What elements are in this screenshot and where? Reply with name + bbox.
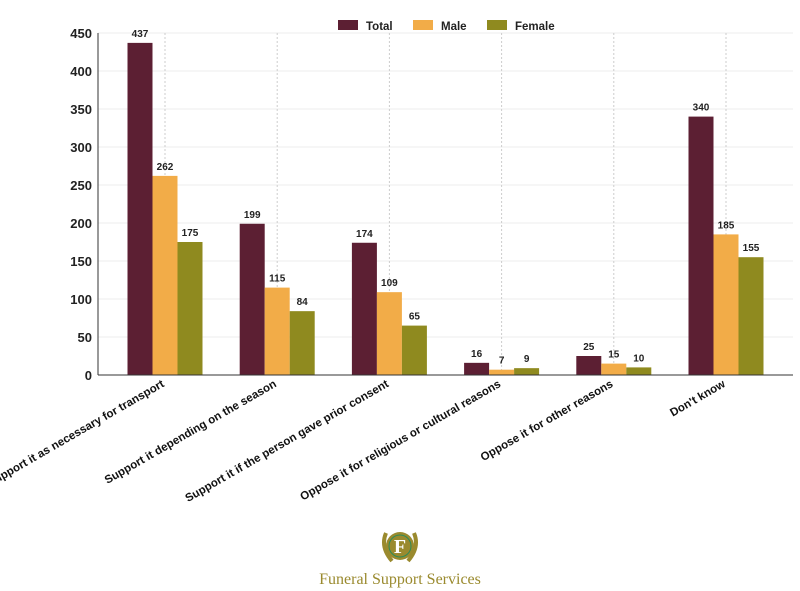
data-label: 155	[743, 243, 760, 254]
y-tick-label: 400	[70, 64, 92, 79]
bar-female	[177, 242, 203, 375]
data-label: 175	[182, 228, 199, 239]
data-label: 10	[633, 353, 645, 364]
y-tick-label: 0	[85, 368, 92, 383]
data-label: 437	[132, 29, 149, 40]
x-tick-label: Support it depending on the season	[103, 378, 279, 486]
legend-swatch-female	[487, 20, 507, 30]
data-label: 340	[693, 103, 710, 114]
y-tick-label: 150	[70, 254, 92, 269]
logo-letter: F	[394, 536, 406, 558]
legend-label: Female	[515, 21, 555, 33]
data-label: 262	[157, 162, 174, 173]
x-tick-label: Oppose it for religious or cultural reas…	[298, 378, 503, 503]
bar-male	[376, 292, 402, 375]
x-tick-label: Don't know	[668, 378, 727, 419]
bar-male	[264, 287, 290, 375]
x-tick-label: Oppose it for other reasons	[479, 378, 616, 464]
bar-total	[688, 116, 714, 375]
data-label: 185	[718, 220, 735, 231]
data-label: 65	[409, 312, 421, 323]
legend-label: Total	[366, 21, 393, 33]
bar-female	[626, 367, 652, 375]
x-tick-label: Support it if the person gave prior cons…	[183, 378, 391, 505]
data-label: 9	[524, 354, 530, 365]
data-label: 25	[583, 342, 595, 353]
y-tick-label: 250	[70, 178, 92, 193]
data-label: 15	[608, 350, 620, 361]
data-label: 199	[244, 210, 261, 221]
x-tick-label: Support it as necessary for transport	[0, 378, 167, 489]
bar-female	[738, 257, 764, 375]
bar-total	[127, 42, 153, 375]
data-label: 115	[269, 274, 286, 285]
bar-total	[576, 356, 602, 375]
bar-male	[489, 369, 515, 375]
y-tick-label: 200	[70, 216, 92, 231]
bar-female	[289, 311, 315, 375]
bar-male	[601, 363, 627, 375]
laurel-emblem-icon: F	[382, 532, 418, 563]
data-label: 7	[499, 356, 505, 367]
bar-male	[152, 175, 178, 375]
bar-total	[239, 223, 265, 375]
y-tick-label: 350	[70, 102, 92, 117]
y-tick-label: 50	[78, 330, 92, 345]
logo-text: Funeral Support Services	[319, 571, 481, 588]
legend-swatch-male	[413, 20, 433, 30]
bar-female	[401, 325, 427, 375]
y-tick-label: 300	[70, 140, 92, 155]
data-label: 109	[381, 278, 398, 289]
y-tick-label: 450	[70, 26, 92, 41]
data-label: 174	[356, 229, 373, 240]
bar-chart: 0 50 100 150 200 250 300 350 400 450 437 262 175 Supp…	[0, 20, 793, 505]
bar-male	[713, 234, 739, 375]
bar-total	[351, 242, 377, 375]
bar-total	[464, 362, 490, 375]
y-tick-label: 100	[70, 292, 92, 307]
bar-female	[514, 368, 540, 375]
data-label: 16	[471, 349, 483, 360]
legend-label: Male	[441, 21, 467, 33]
legend-swatch-total	[338, 20, 358, 30]
logo: F Funeral Support Services	[0, 527, 800, 589]
data-label: 84	[297, 297, 309, 308]
